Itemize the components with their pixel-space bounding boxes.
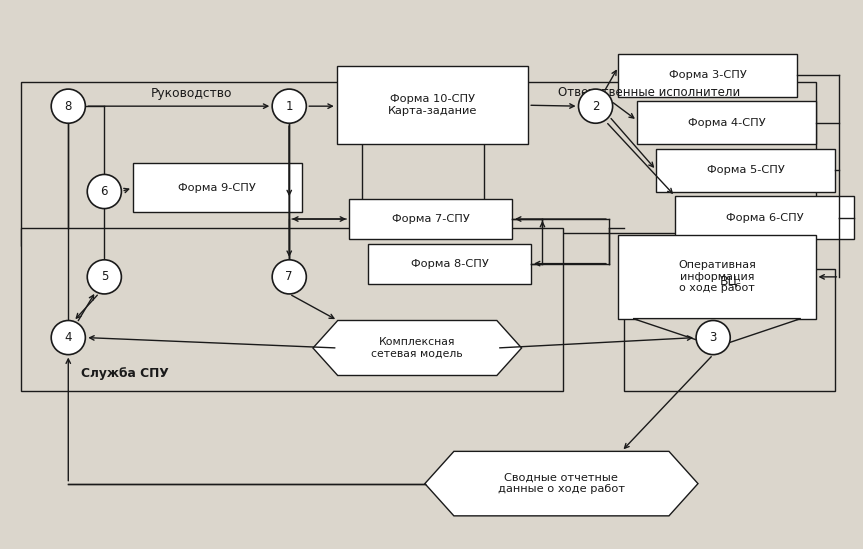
Bar	[337, 66, 528, 144]
Circle shape	[696, 321, 730, 355]
Text: 1: 1	[286, 100, 293, 113]
Bar	[21, 227, 564, 391]
Text: Служба СПУ: Служба СПУ	[81, 367, 169, 380]
Bar	[21, 82, 362, 245]
Bar	[618, 54, 797, 97]
Bar	[368, 244, 531, 283]
Polygon shape	[425, 451, 698, 516]
Circle shape	[87, 175, 122, 209]
Bar	[675, 196, 854, 239]
Text: 2: 2	[592, 100, 599, 113]
Circle shape	[272, 260, 306, 294]
Text: Форма 10-СПУ
Карта-задание: Форма 10-СПУ Карта-задание	[387, 94, 477, 116]
Text: Сводные отчетные
данные о ходе работ: Сводные отчетные данные о ходе работ	[498, 473, 625, 495]
Text: Форма 3-СПУ: Форма 3-СПУ	[669, 70, 746, 80]
Text: Форма 5-СПУ: Форма 5-СПУ	[707, 165, 784, 175]
Circle shape	[578, 89, 613, 123]
Bar	[656, 149, 835, 192]
Text: Форма 6-СПУ: Форма 6-СПУ	[726, 212, 803, 222]
Bar	[624, 269, 835, 391]
Text: Форма 7-СПУ: Форма 7-СПУ	[392, 214, 469, 224]
Text: 5: 5	[101, 270, 108, 283]
Polygon shape	[633, 318, 801, 345]
Text: 6: 6	[101, 185, 108, 198]
Circle shape	[51, 89, 85, 123]
Bar	[133, 163, 301, 212]
Text: ВЦ: ВЦ	[721, 274, 739, 287]
Text: Комплексная
сетевая модель: Комплексная сетевая модель	[371, 337, 463, 359]
Text: Форма 4-СПУ: Форма 4-СПУ	[688, 118, 765, 128]
Polygon shape	[313, 321, 521, 376]
Text: Форма 9-СПУ: Форма 9-СПУ	[179, 183, 256, 193]
Text: 4: 4	[65, 331, 72, 344]
Text: 3: 3	[709, 331, 717, 344]
Text: Форма 8-СПУ: Форма 8-СПУ	[411, 259, 488, 268]
Bar	[637, 102, 816, 144]
Text: Ответственные исполнители: Ответственные исполнители	[558, 86, 740, 99]
Circle shape	[272, 89, 306, 123]
Bar	[618, 235, 816, 318]
Text: 8: 8	[65, 100, 72, 113]
Bar	[483, 81, 816, 233]
Text: Оперативная
информация
о ходе работ: Оперативная информация о ходе работ	[678, 260, 756, 294]
Circle shape	[51, 321, 85, 355]
Text: Руководство: Руководство	[151, 87, 232, 100]
Text: 7: 7	[286, 270, 293, 283]
Bar	[349, 199, 512, 239]
Circle shape	[87, 260, 122, 294]
